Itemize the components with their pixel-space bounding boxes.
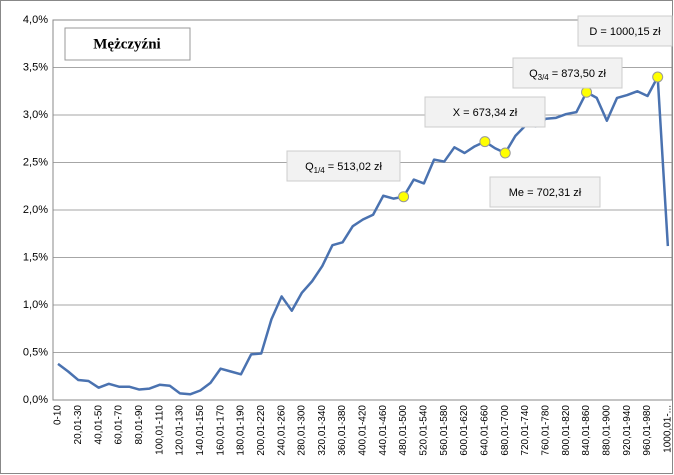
annotation-text: = 513,02 zł [325, 161, 383, 173]
highlight-point [652, 71, 664, 83]
x-tick-label: 560,01-580 [439, 405, 450, 456]
highlight-point [581, 86, 593, 98]
x-tick-label: 200,01-220 [256, 405, 267, 456]
y-tick-label: 0,5% [23, 346, 48, 358]
annotation-text: = 873,50 zł [549, 68, 607, 80]
x-tick-label: 1000,01-... [662, 405, 673, 453]
x-tick-label: 280,01-300 [297, 405, 308, 456]
x-tick-label: 160,01-170 [215, 405, 226, 456]
annotation-box [489, 176, 601, 208]
x-tick-label: 520,01-540 [419, 405, 430, 456]
annotation-text: X = 673,34 zł [453, 107, 518, 119]
x-tick-label: 800,01-820 [561, 405, 572, 456]
annotation-sub: 3/4 [538, 73, 550, 82]
x-tick-label: 60,01-70 [114, 405, 125, 445]
annotation-box [577, 15, 673, 47]
x-tick-label: 920,01-940 [622, 405, 633, 456]
x-tick-label: 240,01-260 [276, 405, 287, 456]
annotation-base: Q [529, 68, 538, 80]
x-tick-label: 840,01-860 [581, 405, 592, 456]
x-tick-label: 440,01-460 [378, 405, 389, 456]
x-tick-label: 680,01-700 [500, 405, 511, 456]
annotation: Q1/4 = 513,02 zł [305, 161, 382, 175]
x-tick-label: 140,01-150 [195, 405, 206, 456]
x-tick-label: 360,01-380 [337, 405, 348, 456]
annotation: D = 1000,15 zł [589, 26, 661, 38]
x-tick-label: 320,01-340 [317, 405, 328, 456]
title-box [64, 27, 191, 61]
x-tick-label: 120,01-130 [175, 405, 186, 456]
y-tick-label: 0,0% [23, 394, 48, 406]
x-tick-label: 0-10 [53, 405, 64, 425]
y-tick-label: 1,0% [23, 299, 48, 311]
x-tick-label: 640,01-660 [480, 405, 491, 456]
y-tick-label: 2,5% [23, 156, 48, 168]
x-tick-label: 760,01-780 [541, 405, 552, 456]
annotation: X = 673,34 zł [453, 107, 518, 119]
highlight-point [499, 147, 511, 159]
x-tick-label: 720,01-740 [520, 405, 531, 456]
annotation: Q3/4 = 873,50 zł [529, 68, 606, 82]
x-tick-label: 40,01-50 [93, 405, 104, 445]
x-tick-label: 180,01-190 [236, 405, 247, 456]
y-tick-label: 4,0% [23, 14, 48, 26]
line [57, 75, 670, 396]
y-tick-label: 1,5% [23, 251, 48, 263]
annotation-text: D = 1000,15 zł [589, 26, 661, 38]
y-tick-label: 3,5% [23, 61, 48, 73]
annotation-text: Me = 702,31 zł [509, 187, 582, 199]
y-tick-label: 2,0% [23, 204, 48, 216]
x-tick-label: 100,01-110 [154, 405, 165, 455]
x-tick-label: 880,01-900 [602, 405, 613, 456]
annotation-box [424, 96, 546, 128]
highlight-point [479, 136, 491, 148]
x-tick-label: 600,01-620 [459, 405, 470, 456]
annotation-box [512, 57, 623, 89]
annotation-base: Q [305, 161, 314, 173]
x-tick-label: 80,01-90 [134, 405, 145, 445]
annotation-sub: 1/4 [314, 166, 326, 175]
x-tick-label: 960,01-980 [642, 405, 653, 456]
x-tick-label: 400,01-420 [358, 405, 369, 456]
x-tick-label: 20,01-30 [73, 405, 84, 445]
highlight-point [398, 191, 410, 203]
annotation: Me = 702,31 zł [509, 187, 582, 199]
chart-title: Mężczyźni [93, 36, 160, 52]
y-tick-label: 3,0% [23, 109, 48, 121]
x-tick-label: 480,01-500 [398, 405, 409, 456]
annotation-box [286, 150, 401, 182]
